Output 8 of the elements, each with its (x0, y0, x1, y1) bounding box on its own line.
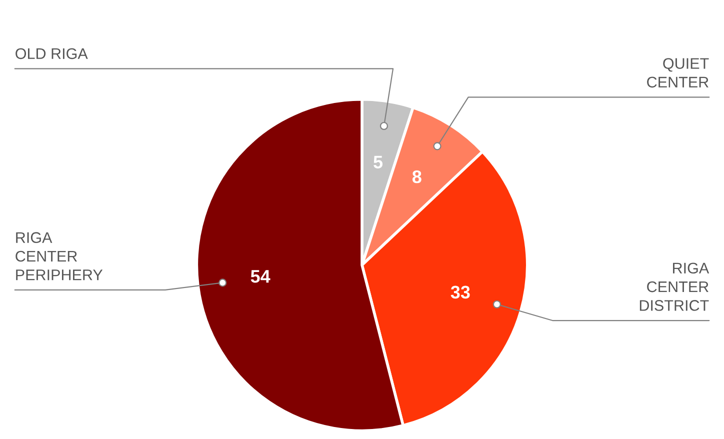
data-label: 5 (374, 156, 383, 168)
slice-label: RIGA CENTER DISTRICT (640, 262, 710, 311)
data-label: 8 (412, 170, 422, 184)
slice-label: OLD RIGA (16, 48, 88, 60)
data-label: 33 (450, 286, 470, 299)
data-label: 54 (250, 270, 270, 283)
slice-label: RIGA CENTER PERIPHERY (16, 232, 103, 280)
slice-label: QUIET CENTER (647, 58, 709, 88)
